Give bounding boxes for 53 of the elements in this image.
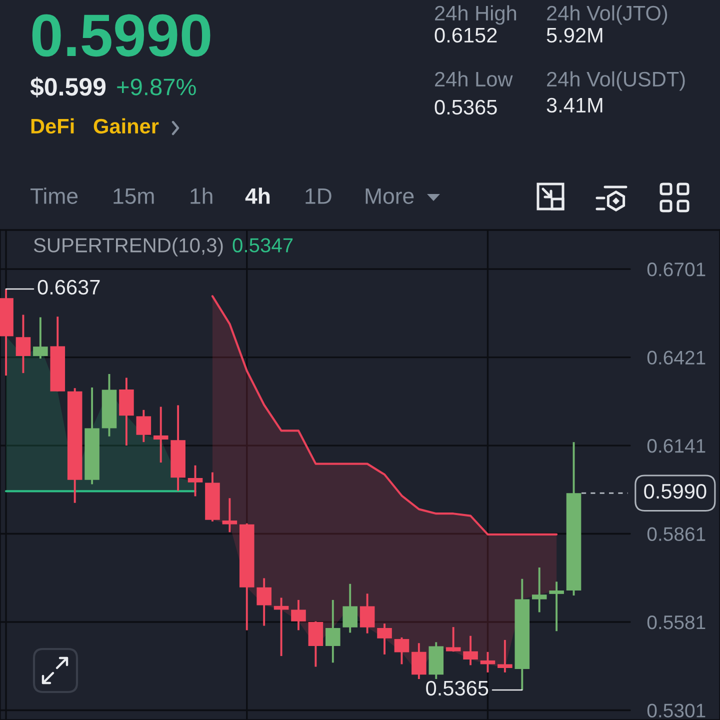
y-tick-label: 0.6701: [647, 262, 706, 276]
y-tick-label: 0.6421: [647, 350, 706, 365]
ref-line-label: 0.5990: [644, 484, 706, 499]
candlestick: [549, 580, 564, 632]
chart-title: 0.5990: [32, 14, 210, 57]
annotation: 0.5347: [232, 238, 293, 252]
candlestick: [412, 642, 426, 680]
candlestick: [136, 408, 152, 444]
text: 24h Low: [435, 71, 513, 87]
text: 3.41M: [546, 98, 602, 113]
text: 0.5365: [434, 100, 497, 115]
candlestick: [222, 497, 238, 534]
text: Gainer: [94, 118, 159, 134]
candlestick: [153, 406, 168, 464]
candlestick: [274, 596, 289, 658]
text: 15m: [114, 188, 154, 204]
text: 24h Vol(JTO): [547, 5, 668, 25]
candlestick: [360, 592, 375, 634]
annotation: SUPERTREND(10,3): [34, 238, 223, 256]
y-tick-label: 0.5301: [647, 704, 706, 718]
candlestick: [377, 622, 392, 656]
y-tick-label: 0.5581: [647, 615, 706, 630]
candlestick: [16, 314, 31, 374]
y-tick-label: 0.6141: [647, 439, 706, 453]
text: 5.92M: [546, 28, 602, 43]
candlestick: [342, 582, 358, 634]
text: 24h Vol(USDT): [547, 71, 685, 91]
candlestick: [33, 316, 48, 360]
text: +9.87%: [117, 78, 196, 96]
text: Time: [30, 188, 78, 204]
text: 4h: [245, 188, 270, 204]
candlestick: [188, 464, 203, 498]
candlestick: [446, 626, 461, 653]
candlestick: [498, 638, 512, 674]
line-series: [211, 295, 558, 536]
annotation: 0.6637: [38, 280, 100, 295]
candlestick: [308, 620, 324, 668]
text: 1D: [306, 188, 332, 204]
candlestick: [326, 598, 340, 664]
text: $0.599: [30, 76, 106, 98]
text: DeFi: [31, 118, 74, 134]
text: More: [366, 188, 414, 204]
annotation: 0.5365: [426, 680, 488, 696]
candlestick: [463, 634, 478, 666]
text: 24h High: [435, 5, 516, 25]
text: 0.6152: [434, 28, 497, 43]
candlestick: [532, 566, 547, 614]
text: 1h: [190, 188, 212, 204]
candlestick: [394, 636, 410, 666]
y-tick-label: 0.5861: [647, 527, 706, 542]
candlestick: [291, 598, 306, 632]
candlestick: [256, 577, 272, 627]
candlestick: [480, 650, 496, 674]
